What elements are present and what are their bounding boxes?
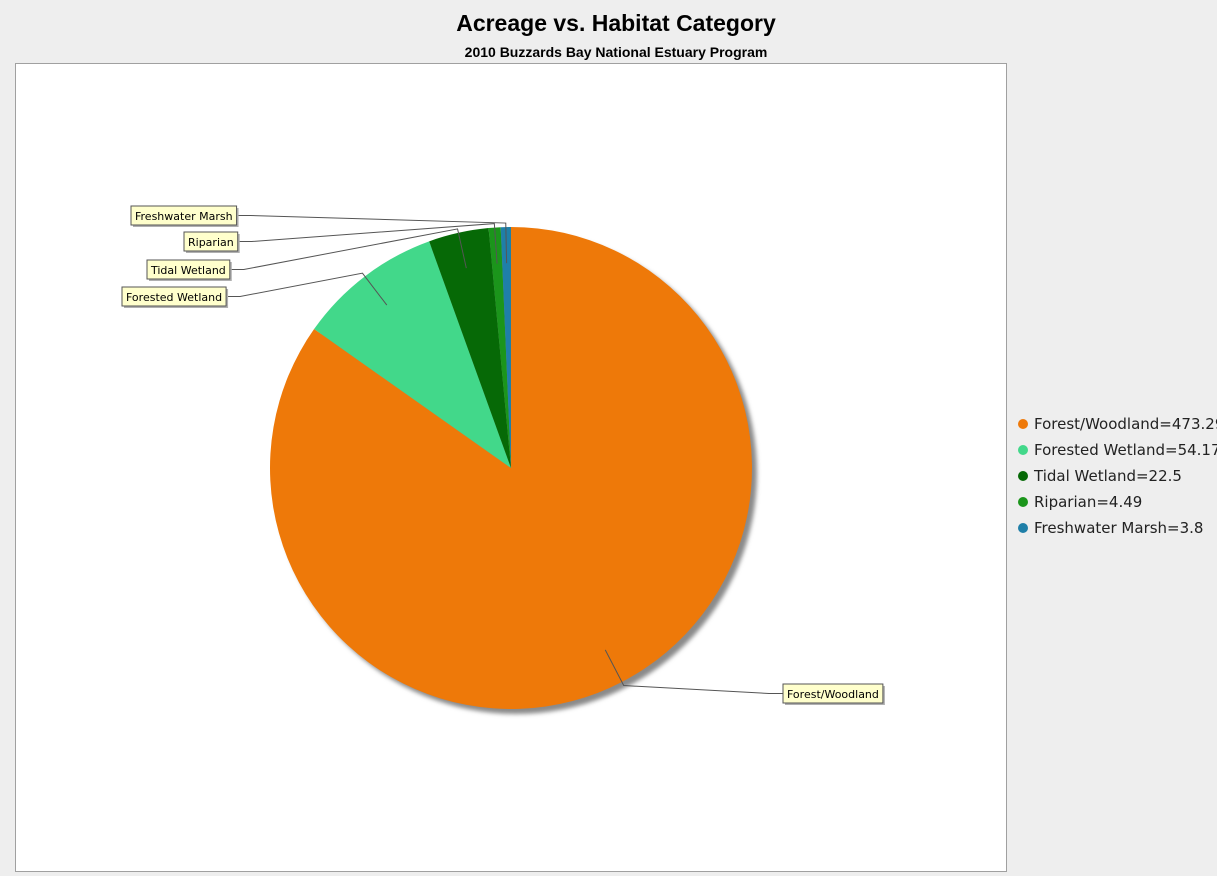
slice-label-tidal-wetland: Tidal Wetland	[146, 228, 467, 281]
legend-dot	[1018, 419, 1028, 429]
slice-label-text: Freshwater Marsh	[135, 210, 233, 223]
pie-slice-forest-woodland	[270, 227, 753, 710]
legend-item: Forested Wetland=54.17	[1018, 437, 1217, 463]
legend-item: Riparian=4.49	[1018, 489, 1217, 515]
legend-label: Forest/Woodland=473.29	[1034, 415, 1217, 433]
slice-label-text: Riparian	[188, 236, 234, 249]
slice-label-text: Forested Wetland	[126, 291, 222, 304]
legend-item: Tidal Wetland=22.5	[1018, 463, 1217, 489]
legend-dot	[1018, 497, 1028, 507]
legend-item: Freshwater Marsh=3.8	[1018, 515, 1217, 541]
chart-legend: Forest/Woodland=473.29 Forested Wetland=5…	[1018, 411, 1217, 541]
slice-label-forest-woodland: Forest/Woodland	[604, 649, 885, 705]
chart-subtitle: 2010 Buzzards Bay National Estuary Progr…	[464, 44, 768, 60]
chart-title: Acreage vs. Habitat Category	[456, 10, 776, 36]
pie-slice-tidal-wetland	[429, 228, 511, 468]
pie-slice-freshwater-marsh	[500, 227, 511, 468]
slice-label-forested-wetland: Forested Wetland	[121, 272, 388, 308]
legend-label: Riparian=4.49	[1034, 493, 1143, 511]
legend-dot	[1018, 523, 1028, 533]
legend-label: Forested Wetland=54.17	[1034, 441, 1217, 459]
pie-slice-forested-wetland	[314, 241, 511, 468]
legend-item: Forest/Woodland=473.29	[1018, 411, 1217, 437]
slice-label-text: Tidal Wetland	[150, 264, 226, 277]
legend-label: Tidal Wetland=22.5	[1034, 467, 1182, 485]
legend-dot	[1018, 471, 1028, 481]
legend-dot	[1018, 445, 1028, 455]
slice-label-riparian: Riparian	[183, 223, 498, 264]
slice-label-freshwater-marsh: Freshwater Marsh	[130, 205, 508, 264]
pie-slice-riparian	[488, 227, 511, 468]
legend-label: Freshwater Marsh=3.8	[1034, 519, 1204, 537]
slice-label-text: Forest/Woodland	[787, 688, 879, 701]
